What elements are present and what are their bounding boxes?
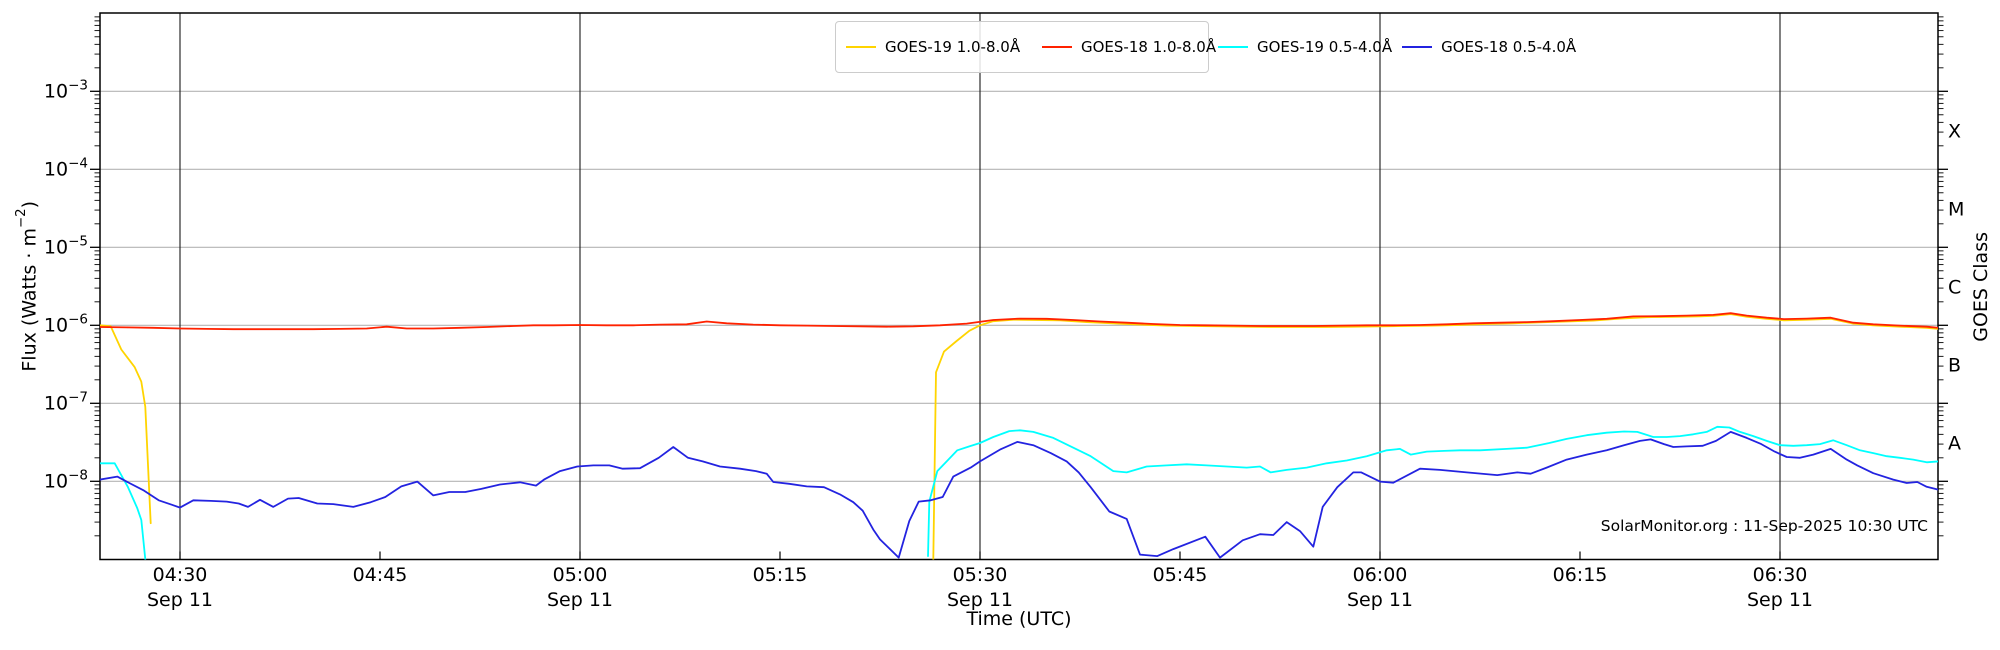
svg-text:Sep 11: Sep 11	[147, 589, 213, 611]
legend-line-swatch	[846, 46, 876, 48]
legend-line-swatch	[1042, 46, 1072, 48]
svg-text:B: B	[1948, 354, 1961, 376]
legend-item-goes19-short: GOES-19 0.5-4.0Å	[1208, 38, 1392, 57]
svg-text:06:30: 06:30	[1753, 564, 1808, 586]
svg-text:04:30: 04:30	[153, 564, 208, 586]
legend-item-goes18-long: GOES-18 1.0-8.0Å	[1032, 38, 1216, 57]
svg-text:Sep 11: Sep 11	[1347, 589, 1413, 611]
legend-line-swatch	[1218, 46, 1248, 48]
svg-text:05:00: 05:00	[553, 564, 608, 586]
svg-text:06:15: 06:15	[1553, 564, 1608, 586]
svg-text:M: M	[1948, 198, 1964, 220]
svg-text:10−7: 10−7	[44, 389, 88, 414]
svg-text:Sep 11: Sep 11	[547, 589, 613, 611]
svg-text:06:00: 06:00	[1353, 564, 1408, 586]
svg-text:10−8: 10−8	[44, 467, 88, 492]
svg-text:10−4: 10−4	[44, 155, 88, 180]
svg-text:04:45: 04:45	[353, 564, 408, 586]
legend-line-swatch	[1402, 46, 1433, 48]
svg-text:10−3: 10−3	[44, 77, 88, 102]
legend-item-goes18-short: GOES-18 0.5-4.0Å	[1392, 38, 1576, 57]
y-axis-title-right: GOES Class	[1970, 231, 1992, 342]
svg-text:05:30: 05:30	[953, 564, 1008, 586]
y-axis-title-left: Flux (Watts · m−2)	[13, 201, 41, 372]
watermark-text: SolarMonitor.org : 11-Sep-2025 10:30 UTC	[1600, 517, 1928, 535]
svg-text:05:45: 05:45	[1153, 564, 1208, 586]
svg-text:A: A	[1948, 432, 1961, 454]
legend: GOES-19 1.0-8.0Å GOES-18 1.0-8.0Å GOES-1…	[835, 21, 1576, 73]
svg-text:Sep 11: Sep 11	[1747, 589, 1813, 611]
svg-text:10−5: 10−5	[44, 233, 88, 258]
svg-text:10−6: 10−6	[44, 311, 88, 336]
svg-text:05:15: 05:15	[753, 564, 808, 586]
x-axis-title: Time (UTC)	[966, 608, 1072, 630]
svg-text:X: X	[1948, 120, 1961, 142]
svg-text:C: C	[1948, 276, 1961, 298]
svg-text:Sep 11: Sep 11	[947, 589, 1013, 611]
legend-item-goes19-long: GOES-19 1.0-8.0Å	[836, 38, 1032, 57]
